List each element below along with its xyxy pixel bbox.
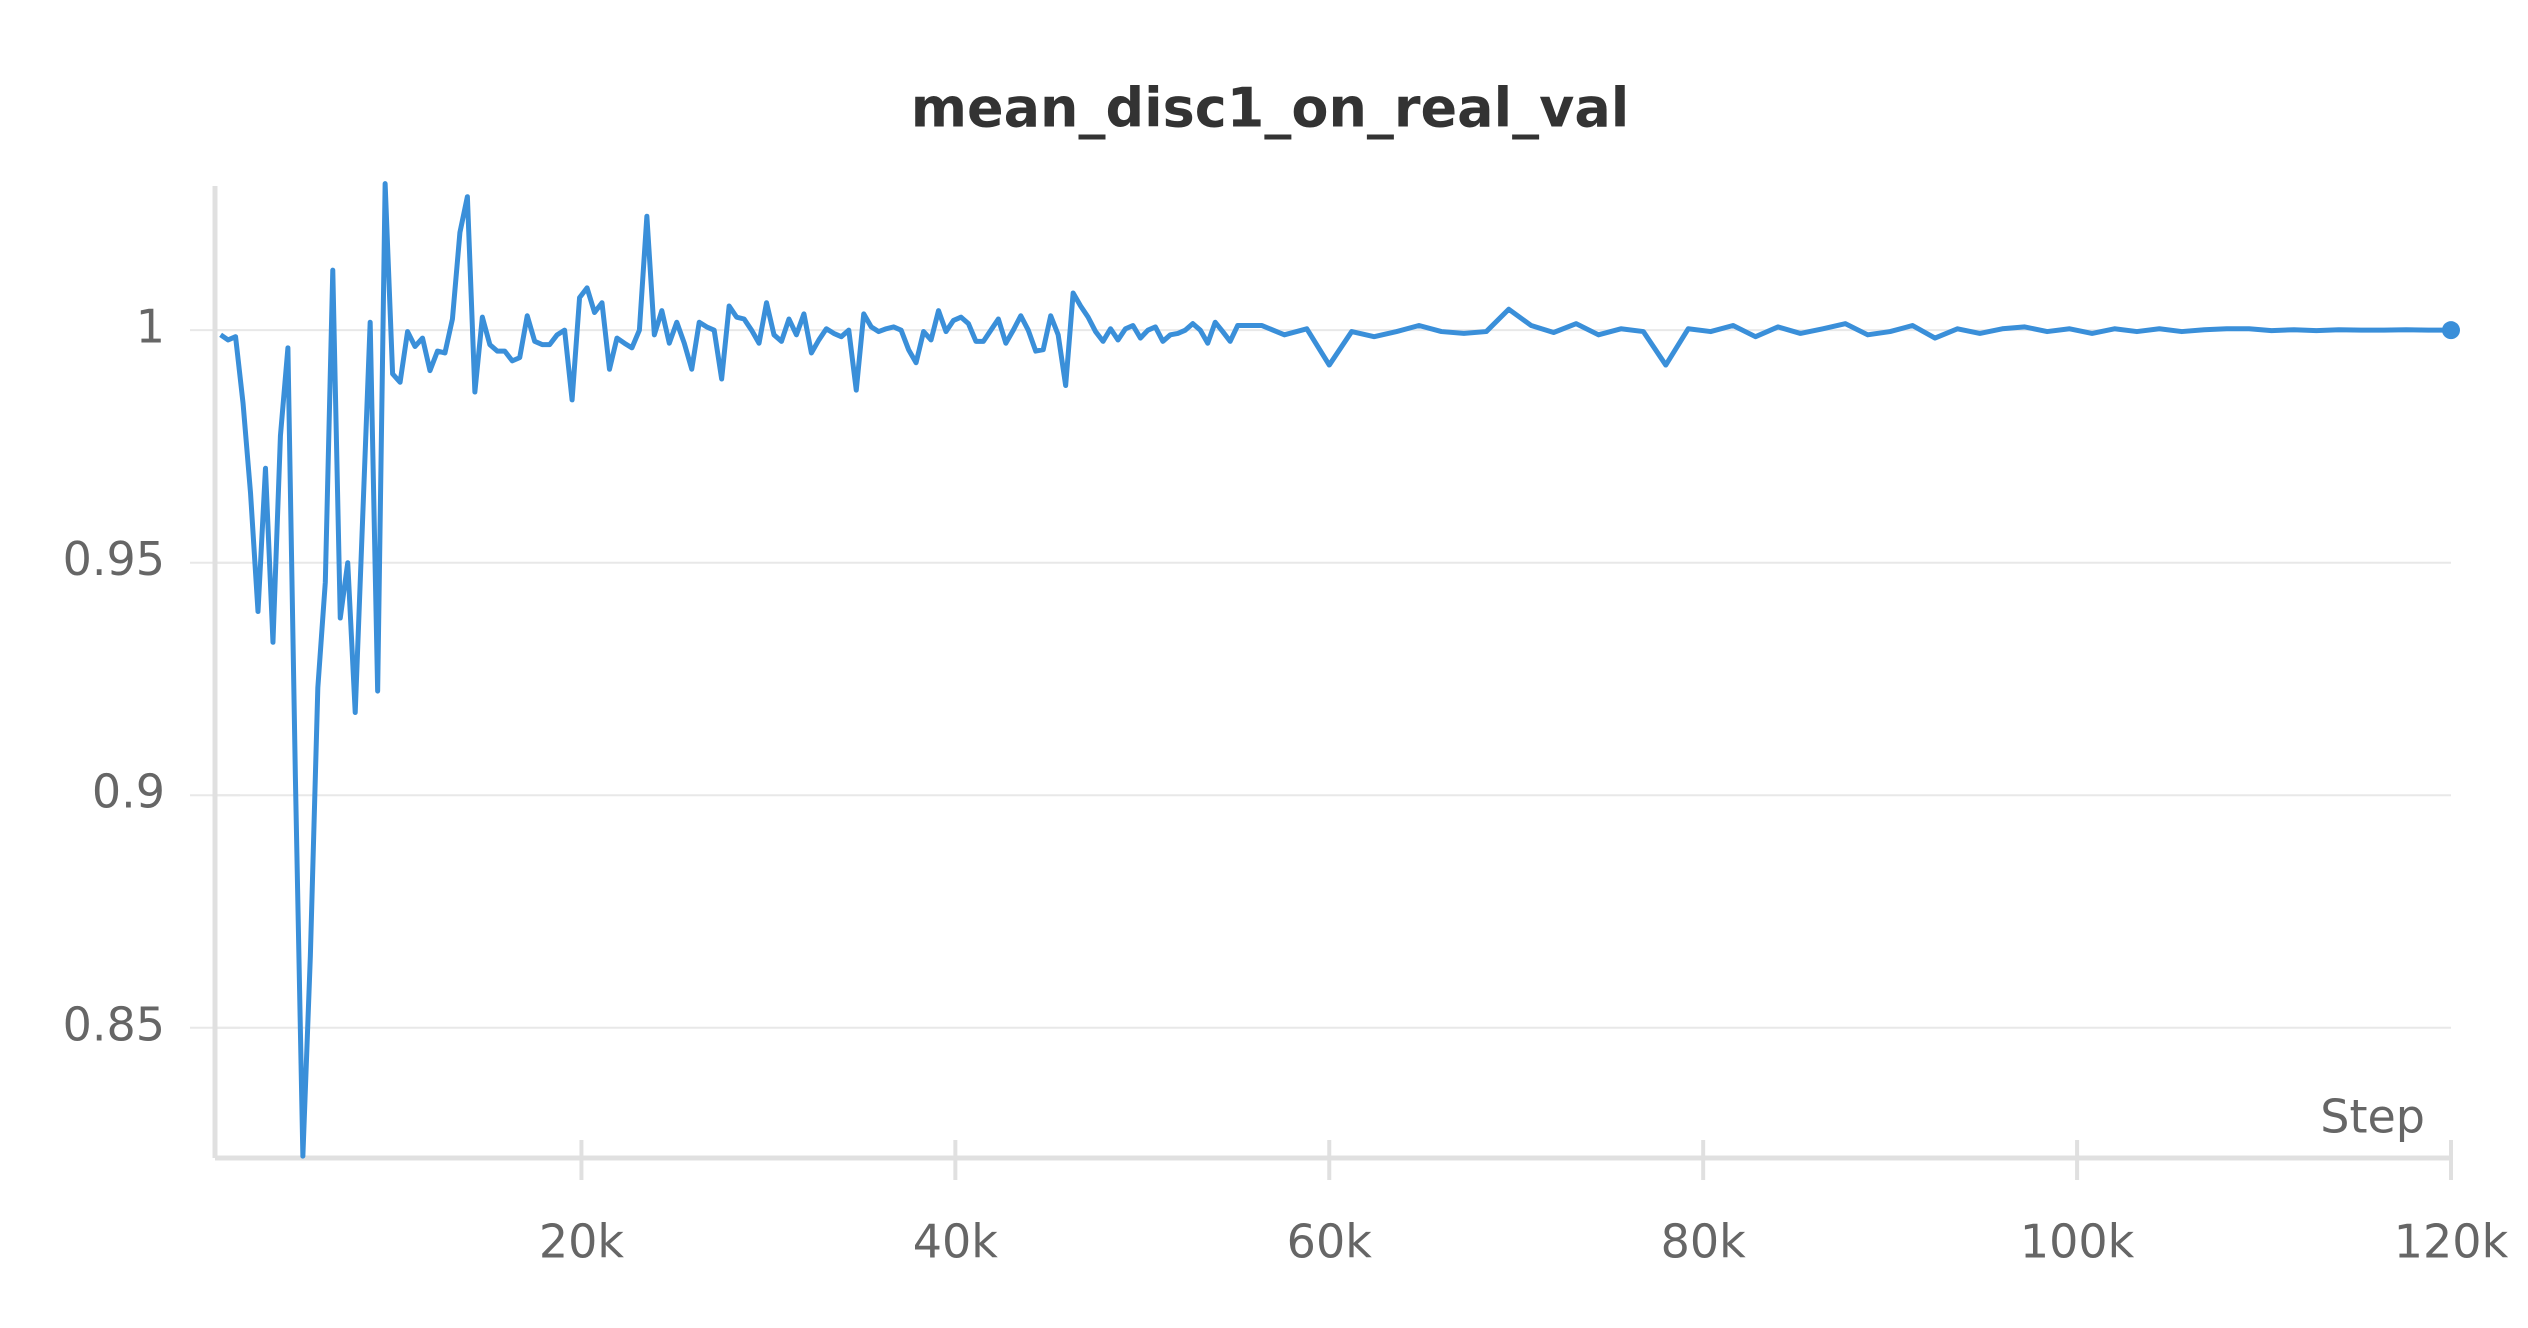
x-tick-label: 120k — [2394, 1215, 2509, 1269]
x-tick-label: 40k — [913, 1215, 999, 1269]
end-point — [2442, 321, 2460, 340]
data-line — [219, 181, 2451, 1159]
x-tick-label: 20k — [539, 1215, 625, 1269]
y-tick-label: 1 — [136, 300, 165, 354]
chart-title: mean_disc1_on_real_val — [911, 77, 1630, 140]
x-axis-label: Step — [2320, 1090, 2425, 1144]
y-tick-label: 0.85 — [63, 997, 165, 1051]
x-tick-label: 100k — [2020, 1215, 2135, 1269]
y-tick-label: 0.9 — [92, 765, 165, 819]
y-tick-label: 0.95 — [63, 532, 165, 586]
x-tick-label: 80k — [1661, 1215, 1747, 1269]
x-tick-label: 60k — [1287, 1215, 1373, 1269]
